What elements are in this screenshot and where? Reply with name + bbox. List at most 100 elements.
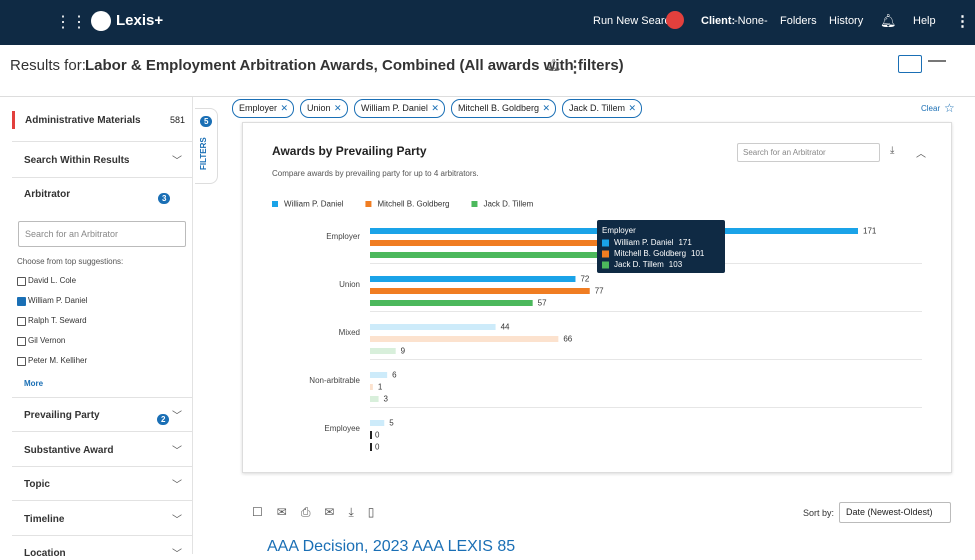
nav-link[interactable]: Folders bbox=[780, 15, 817, 27]
section-label[interactable]: Topic bbox=[24, 479, 50, 490]
suggestion[interactable]: William P. Daniel bbox=[28, 296, 88, 305]
search-icon[interactable] bbox=[666, 11, 684, 29]
category-label: Union bbox=[339, 280, 360, 289]
suggestion[interactable]: David L. Cole bbox=[28, 276, 77, 285]
bar bbox=[370, 324, 496, 330]
bar bbox=[370, 431, 372, 439]
filter-chip[interactable]: Mitchell B. Goldberg bbox=[451, 99, 557, 118]
chevron[interactable]: ﹀ bbox=[172, 480, 182, 491]
more-icon[interactable]: ⋮ bbox=[567, 59, 583, 76]
search-box[interactable]: Search for an Arbitrator bbox=[18, 221, 186, 247]
value-label: 3 bbox=[384, 395, 389, 404]
section-label[interactable]: Substantive Award bbox=[24, 444, 114, 456]
result-title[interactable]: AAA Decision, 2023 AAA LEXIS 85 bbox=[267, 538, 516, 555]
bar bbox=[370, 240, 659, 246]
sort-select[interactable]: Date (Newest-Oldest) bbox=[839, 502, 951, 523]
run-search[interactable]: Run New Search bbox=[593, 15, 677, 27]
value-label: 44 bbox=[501, 323, 510, 332]
checkbox[interactable] bbox=[17, 357, 26, 366]
section-label[interactable]: Administrative Materials bbox=[25, 115, 141, 126]
category-label: Employer bbox=[326, 232, 360, 241]
divider bbox=[12, 431, 192, 432]
client-value[interactable]: -None- bbox=[734, 15, 768, 27]
legend-label: Mitchell B. Goldberg bbox=[377, 200, 449, 209]
chevron[interactable]: ﹀ bbox=[172, 411, 182, 422]
toolbar-icons[interactable]: ☐✉⎙✉⤓▯ bbox=[252, 505, 389, 519]
logo[interactable]: Lexis+ bbox=[116, 12, 164, 29]
category-label: Employee bbox=[324, 424, 360, 433]
chart-subtitle: Compare awards by prevailing party for u… bbox=[272, 169, 479, 178]
chevron[interactable]: ﹀ bbox=[172, 514, 182, 526]
chart-card: Awards by Prevailing Party Compare awards… bbox=[242, 122, 952, 473]
filter-chip[interactable]: William P. Daniel bbox=[354, 99, 445, 118]
value-label: 66 bbox=[563, 335, 572, 344]
filters-tab[interactable] bbox=[195, 108, 218, 184]
chevron[interactable]: ﹀ bbox=[172, 156, 182, 167]
logo-icon bbox=[91, 11, 111, 31]
divider bbox=[12, 177, 192, 178]
filter-chip[interactable]: Jack D. Tillem bbox=[562, 99, 643, 118]
value-label: 72 bbox=[580, 275, 589, 284]
bar bbox=[370, 443, 372, 451]
suggestion[interactable]: Ralph T. Seward bbox=[28, 316, 87, 325]
tooltip-swatch bbox=[602, 250, 609, 258]
legend-swatch bbox=[365, 201, 372, 207]
tooltip-value: 103 bbox=[669, 260, 683, 269]
checkbox[interactable] bbox=[17, 317, 26, 326]
filter-chip[interactable]: Employer bbox=[232, 99, 295, 118]
chevron[interactable]: ﹀ bbox=[172, 445, 182, 457]
section-label[interactable]: Search Within Results bbox=[24, 155, 130, 166]
clear-link[interactable]: Clear bbox=[921, 104, 941, 113]
chevron[interactable]: ﹀ bbox=[172, 549, 182, 560]
client-label[interactable]: Client: bbox=[701, 15, 736, 27]
value-label: 171 bbox=[863, 227, 877, 236]
view-toggle[interactable] bbox=[928, 60, 946, 62]
view-toggle[interactable] bbox=[898, 55, 922, 73]
filters-label[interactable]: FILTERS bbox=[199, 137, 208, 170]
nav-link[interactable]: History bbox=[829, 15, 864, 27]
legend-swatch bbox=[471, 201, 478, 207]
value-label: 9 bbox=[401, 347, 406, 356]
bar bbox=[370, 384, 373, 390]
checkbox[interactable] bbox=[17, 277, 26, 286]
divider bbox=[12, 500, 192, 501]
bar bbox=[370, 336, 559, 342]
legend-label: William P. Daniel bbox=[284, 200, 344, 209]
category-label: Mixed bbox=[339, 328, 360, 337]
star-icon[interactable]: ☆ bbox=[944, 101, 955, 115]
download-icon[interactable]: ⤓ bbox=[890, 145, 895, 156]
bar bbox=[370, 300, 533, 306]
bar bbox=[370, 420, 385, 426]
chart: Awards by Prevailing Party Compare awards… bbox=[272, 144, 922, 452]
divider bbox=[12, 141, 192, 142]
section-label[interactable]: Arbitrator bbox=[24, 189, 71, 200]
more-link[interactable]: More bbox=[24, 379, 44, 388]
filter-chip[interactable]: Union bbox=[300, 99, 348, 118]
results-prefix: Results for: bbox=[10, 57, 86, 74]
value-label: 57 bbox=[538, 299, 547, 308]
section-label[interactable]: Prevailing Party bbox=[24, 410, 100, 421]
sort-label: Sort by: bbox=[803, 508, 835, 518]
tooltip-swatch bbox=[602, 239, 609, 247]
suggestion[interactable]: Peter M. Kelliher bbox=[28, 356, 88, 365]
arbitrator-search[interactable]: Search for an Arbitrator bbox=[737, 143, 880, 162]
checkbox[interactable] bbox=[17, 297, 26, 306]
collapse-icon[interactable]: ︿ bbox=[916, 149, 926, 160]
bell-icon[interactable]: 🔔︎ bbox=[880, 13, 897, 28]
section-label[interactable]: Timeline bbox=[24, 513, 65, 525]
tooltip-value: 171 bbox=[678, 238, 692, 247]
chart-title: Awards by Prevailing Party bbox=[272, 144, 427, 158]
help[interactable]: Help bbox=[913, 15, 936, 27]
menu-icon[interactable]: ⋮ bbox=[955, 13, 970, 30]
legend-swatch bbox=[272, 201, 278, 207]
suggestion[interactable]: Gil Vernon bbox=[28, 336, 66, 345]
alert-icon[interactable]: 🔔︎ bbox=[546, 58, 562, 72]
results-title: Labor & Employment Arbitration Awards, C… bbox=[85, 57, 624, 74]
checkbox[interactable] bbox=[17, 337, 26, 346]
value-label: 0 bbox=[375, 443, 380, 452]
value-label: 6 bbox=[392, 371, 397, 380]
tooltip-title: Employer bbox=[602, 226, 636, 235]
badge: 2 bbox=[157, 414, 170, 425]
value-label: 1 bbox=[378, 383, 383, 392]
